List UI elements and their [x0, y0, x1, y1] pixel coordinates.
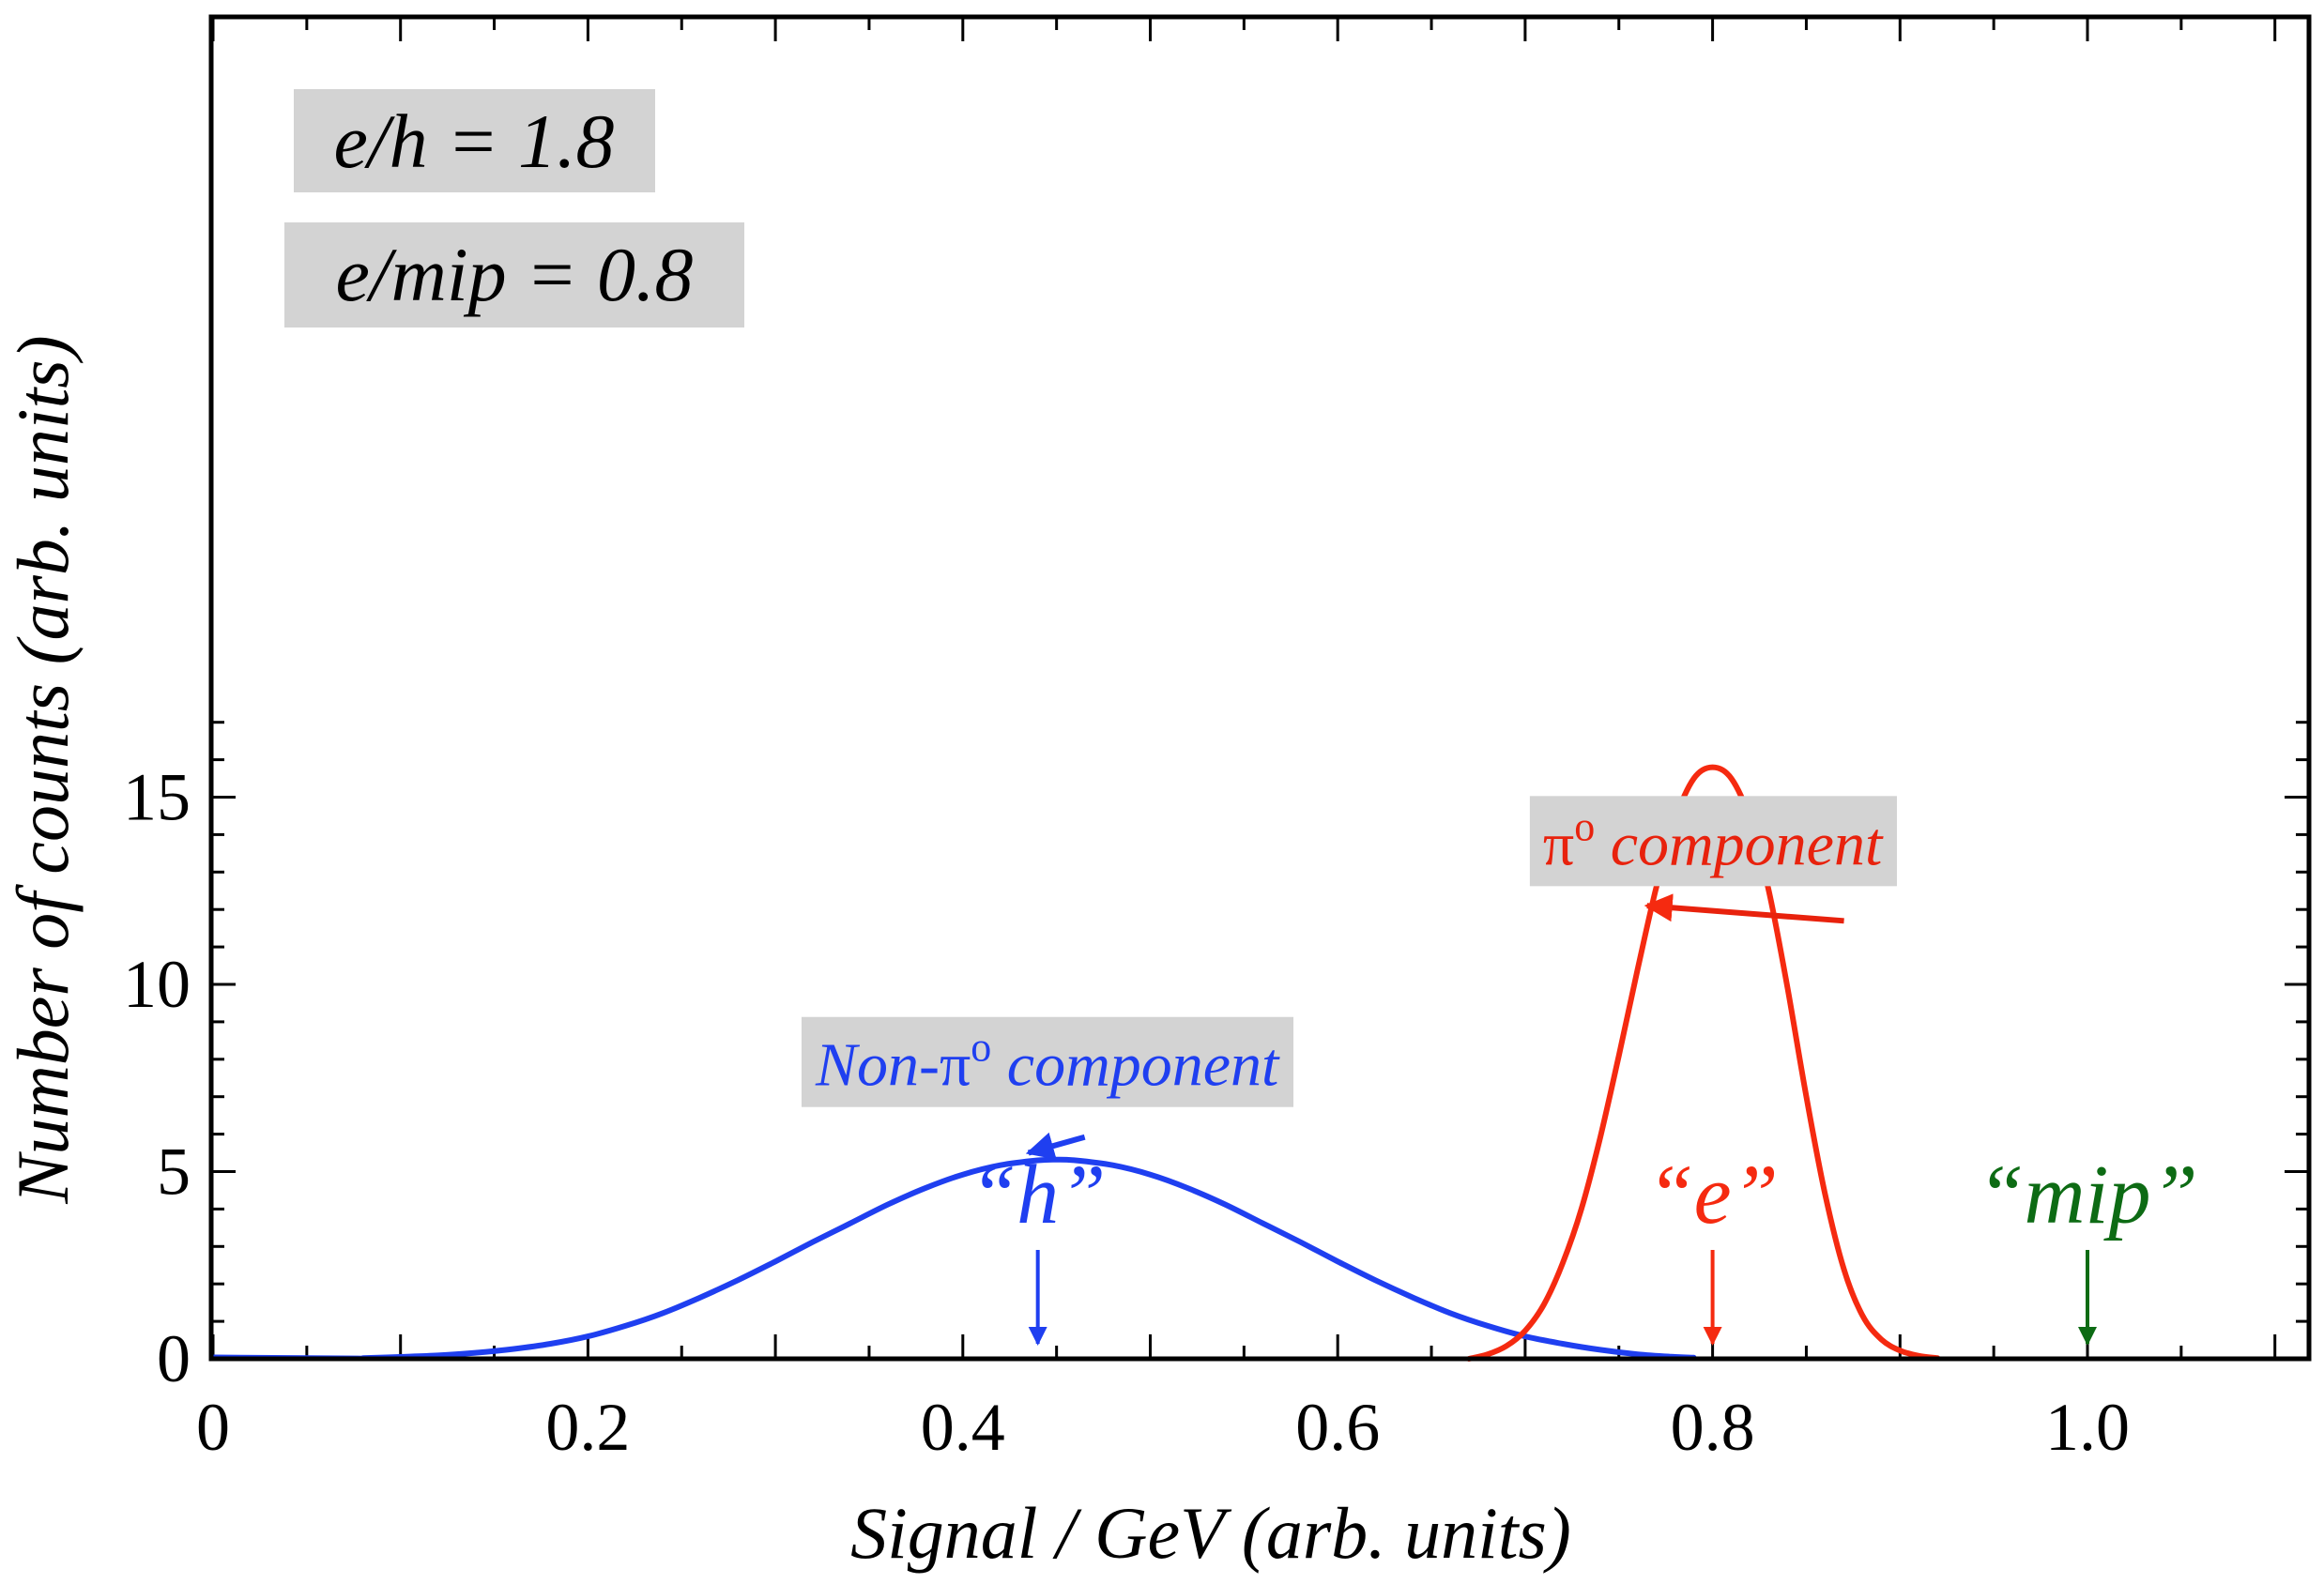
- x-tick-label: 1.0: [2045, 1390, 2130, 1465]
- series-line-pi0: [1466, 764, 1941, 1362]
- y-tick-label: 10: [123, 947, 191, 1022]
- annotation-layer: πo component Non-πo component “h” “e” “mip”: [801, 796, 2198, 1346]
- x-tick-label: 0: [196, 1390, 230, 1465]
- y-tick-label: 5: [157, 1135, 191, 1210]
- x-tick-label: 0.8: [1671, 1390, 1755, 1465]
- x-tick-label: 0.2: [545, 1390, 630, 1465]
- marker-label: “mip”: [1977, 1149, 2197, 1241]
- y-axis-label: Number of counts (arb. units): [2, 335, 84, 1204]
- info-box-eh: e/h = 1.8: [294, 89, 655, 192]
- annotation-pi0: πo component: [1529, 796, 1897, 924]
- plot-frame: [208, 14, 2312, 1362]
- annotation-label: Non-πo component: [815, 1025, 1280, 1100]
- marker-label: “h”: [970, 1149, 1106, 1241]
- x-tick-label: 0.4: [921, 1390, 1005, 1465]
- info-box-eh-text: e/h = 1.8: [333, 99, 614, 184]
- annotation-arrow: [1025, 1132, 1086, 1160]
- y-tick-label: 15: [123, 760, 191, 835]
- info-box-emip-text: e/mip = 0.8: [335, 232, 693, 317]
- y-tick-label: 0: [157, 1321, 191, 1396]
- x-tick-label: 0.6: [1295, 1390, 1380, 1465]
- tick-labels-layer: 0 0.2 0.4 0.6 0.8 1.0 0 5 10 15: [123, 760, 2130, 1466]
- annotation-box: [801, 1016, 1294, 1107]
- annotation-arrow: [1644, 893, 1844, 924]
- marker-e: “e”: [1647, 1149, 1779, 1346]
- annotation-non-pi0: Non-πo component: [801, 1016, 1294, 1160]
- marker-mip: “mip”: [1977, 1149, 2198, 1346]
- marker-label: “e”: [1647, 1149, 1779, 1241]
- marker-h: “h”: [970, 1149, 1106, 1346]
- annotation-label: πo component: [1543, 803, 1884, 878]
- x-axis-label: Signal / GeV (arb. units): [850, 1492, 1571, 1574]
- info-box-emip: e/mip = 0.8: [284, 222, 744, 327]
- annotation-box: [1529, 796, 1897, 887]
- series-line-non-pi0: [359, 1156, 1697, 1362]
